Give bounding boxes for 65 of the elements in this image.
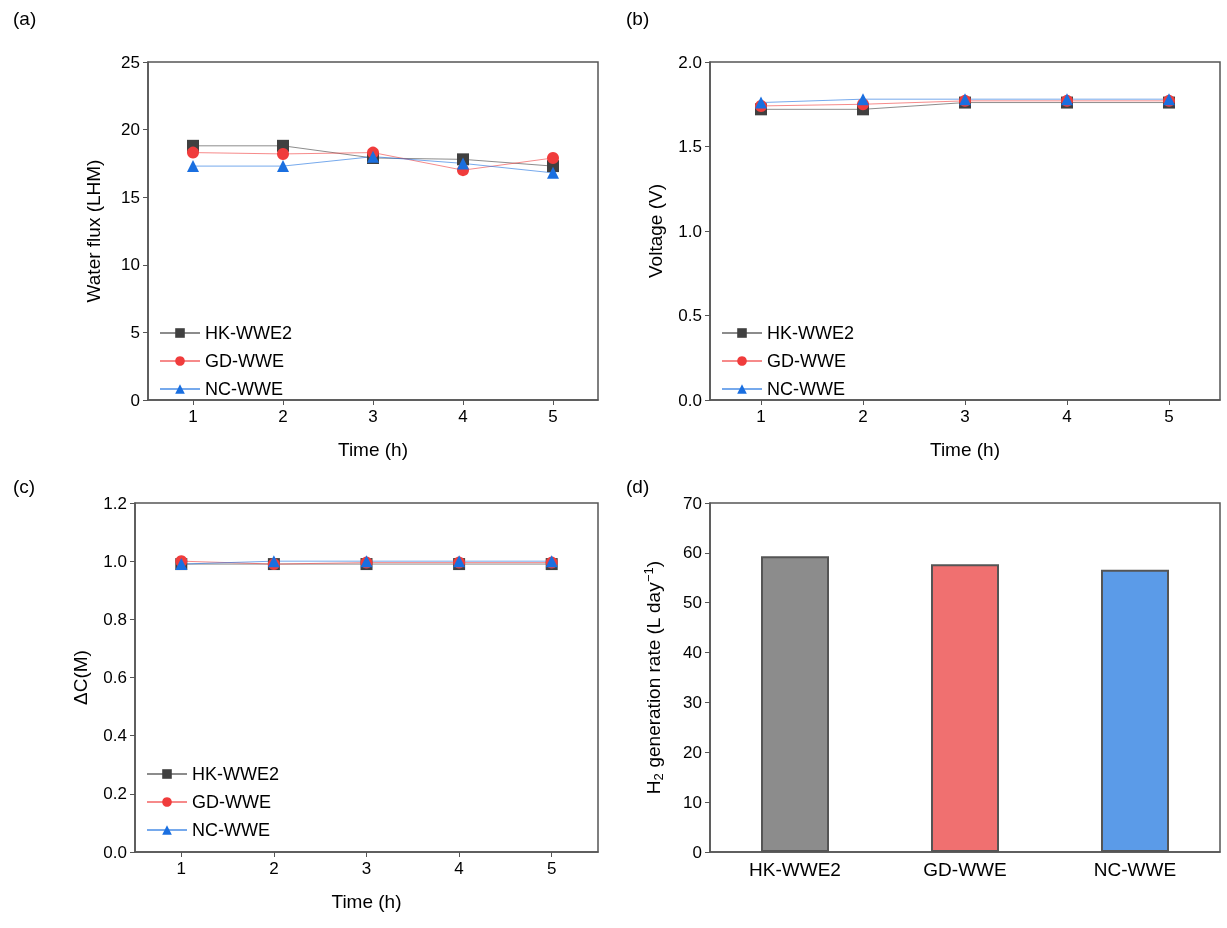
legend-label: HK-WWE2: [767, 323, 854, 343]
y-tick-label: 1.0: [678, 221, 702, 241]
y-tick-label: 10: [121, 255, 140, 275]
x-tick-label: 2: [269, 859, 279, 878]
y-tick-label: 10: [683, 792, 702, 812]
y-tick-label: 1.5: [678, 137, 702, 156]
x-tick-label: 4: [458, 407, 468, 426]
legend-label: NC-WWE: [205, 379, 283, 399]
legend-label: NC-WWE: [767, 379, 845, 399]
y-axis-title: Voltage (V): [645, 184, 666, 278]
x-tick-label: 3: [368, 407, 378, 426]
y-tick-label: 20: [121, 120, 140, 140]
x-tick-label: 4: [454, 859, 464, 878]
y-tick-label: 0.2: [103, 784, 127, 804]
x-tick-label: 1: [756, 407, 766, 426]
x-tick-label: 5: [548, 407, 558, 426]
x-tick-label: GD-WWE: [923, 859, 1007, 880]
y-tick-label: 0.5: [678, 306, 702, 325]
x-tick-label: 1: [188, 407, 198, 426]
y-tick-label: 2.0: [678, 52, 702, 72]
y-axis-title: Water flux (LHM): [83, 159, 104, 303]
chart-title: (d): [626, 476, 650, 497]
y-tick-label: 0: [130, 390, 140, 410]
x-tick-label: 5: [546, 859, 557, 878]
y-axis-title: H2 generation rate (L day−1): [641, 560, 666, 795]
x-tick-label: NC-WWE: [1093, 859, 1177, 880]
y-tick-label: 70: [683, 493, 702, 513]
y-tick-label: 0.4: [103, 726, 127, 746]
y-tick-label: 25: [121, 52, 140, 72]
x-tick-label: 4: [1062, 407, 1072, 426]
y-tick-label: 60: [683, 543, 702, 563]
legend-label: NC-WWE: [192, 820, 270, 840]
x-tick-label: 3: [361, 859, 372, 878]
y-tick-label: 0.8: [103, 609, 127, 629]
legend-label: HK-WWE2: [192, 764, 279, 784]
y-tick-label: 5: [130, 322, 140, 342]
x-axis-title: Time (h): [331, 891, 402, 912]
y-tick-label: 0: [692, 842, 702, 862]
legend-label: GD-WWE: [205, 351, 284, 371]
y-tick-label: 1.2: [103, 493, 127, 513]
chart-title: (a): [13, 8, 37, 29]
y-tick-label: 40: [683, 643, 702, 663]
x-tick-label: 2: [278, 407, 288, 426]
y-tick-label: 0.0: [103, 842, 127, 862]
x-tick-label: 5: [1164, 407, 1174, 426]
x-tick-label: 3: [960, 407, 970, 426]
y-tick-label: 15: [121, 187, 140, 207]
y-tick-label: 50: [683, 593, 702, 613]
chart-title: (b): [626, 8, 650, 29]
y-axis-title: ΔC(M): [70, 650, 91, 705]
chart-title: (c): [13, 476, 36, 497]
legend-label: HK-WWE2: [205, 323, 292, 343]
x-axis-title: Time (h): [929, 439, 1001, 460]
y-tick-label: 0.6: [103, 668, 127, 687]
x-tick-label: 2: [858, 407, 868, 426]
x-tick-label: HK-WWE2: [749, 859, 841, 880]
y-tick-label: 20: [683, 742, 702, 762]
y-tick-label: 0.0: [678, 390, 702, 410]
x-tick-label: 1: [176, 859, 187, 878]
y-tick-label: 1.0: [103, 551, 127, 571]
y-tick-label: 30: [683, 692, 702, 712]
point: [857, 93, 869, 106]
legend-label: GD-WWE: [767, 351, 846, 371]
x-axis-title: Time (h): [337, 439, 409, 460]
legend-label: GD-WWE: [192, 792, 271, 812]
